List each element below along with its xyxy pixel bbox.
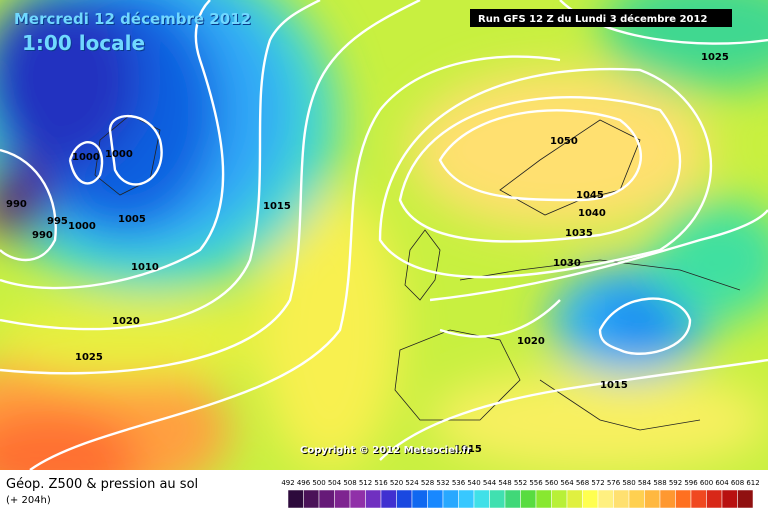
scale-swatch bbox=[442, 489, 459, 509]
scale-label: 544 bbox=[483, 479, 497, 487]
scale-swatch bbox=[473, 489, 490, 509]
isobar-label: 990 bbox=[32, 230, 53, 241]
scale-swatch bbox=[675, 489, 692, 509]
isobar-label: 995 bbox=[47, 216, 68, 227]
time: 1:00 locale bbox=[22, 31, 145, 55]
scale-swatch bbox=[535, 489, 552, 509]
scale-label: 584 bbox=[638, 479, 652, 487]
isobar-label: 1000 bbox=[72, 152, 100, 163]
scale-swatch bbox=[551, 489, 568, 509]
scale-label: 512 bbox=[359, 479, 372, 487]
scale-swatch bbox=[628, 489, 645, 509]
isobar-label: 1035 bbox=[565, 228, 593, 239]
scale-swatch bbox=[489, 489, 506, 509]
footer-title: Géop. Z500 & pression au sol bbox=[6, 477, 198, 492]
scale-swatch bbox=[287, 489, 304, 509]
scale-label: 492 bbox=[281, 479, 294, 487]
scale-label: 552 bbox=[514, 479, 527, 487]
time-shadow: 1:00 locale bbox=[23, 32, 146, 56]
isobar-label: 990 bbox=[6, 199, 27, 210]
scale-swatch bbox=[303, 489, 320, 509]
scale-label: 508 bbox=[343, 479, 356, 487]
color-scale: 492 496 500 504 508 512 516 520 524 528 532 536 540 5… bbox=[281, 479, 760, 509]
scale-label: 556 bbox=[529, 479, 543, 487]
scale-label: 532 bbox=[436, 479, 449, 487]
isobars bbox=[0, 0, 768, 461]
scale-label: 496 bbox=[297, 479, 311, 487]
scale-swatch bbox=[365, 489, 382, 509]
footer-lead: (+ 204h) bbox=[6, 495, 51, 506]
run-banner bbox=[470, 9, 732, 27]
date: Mercredi 12 décembre 2012 bbox=[14, 10, 251, 28]
scale-label: 572 bbox=[591, 479, 604, 487]
isobar-label: 1000 bbox=[105, 149, 133, 160]
date-shadow: Mercredi 12 décembre 2012 bbox=[15, 11, 252, 29]
scale-label: 504 bbox=[328, 479, 342, 487]
scale-label: 528 bbox=[421, 479, 434, 487]
scale-swatch bbox=[659, 489, 676, 509]
scale-swatch bbox=[644, 489, 661, 509]
scale-swatch bbox=[721, 489, 738, 509]
scale-label: 548 bbox=[498, 479, 511, 487]
scale-label: 580 bbox=[622, 479, 635, 487]
scale-label: 588 bbox=[653, 479, 666, 487]
isobar-label: 1025 bbox=[701, 52, 729, 63]
coastlines bbox=[94, 114, 741, 431]
scale-label: 520 bbox=[390, 479, 403, 487]
scale-swatch bbox=[458, 489, 475, 509]
isobar-label: 1015 bbox=[600, 380, 628, 391]
scale-swatch bbox=[334, 489, 351, 509]
isobar-label: 1030 bbox=[553, 258, 581, 269]
scale-label: 564 bbox=[560, 479, 574, 487]
isobar-label: 1010 bbox=[131, 262, 159, 273]
scale-label: 600 bbox=[700, 479, 713, 487]
isobar-label: 1000 bbox=[68, 221, 96, 232]
scale-label: 592 bbox=[669, 479, 682, 487]
isobar-label: 1025 bbox=[75, 352, 103, 363]
isobar-label: 1020 bbox=[112, 316, 140, 327]
scale-label: 612 bbox=[746, 479, 759, 487]
scale-swatch bbox=[504, 489, 521, 509]
scale-swatch bbox=[582, 489, 599, 509]
scale-swatch bbox=[613, 489, 630, 509]
scale-label: 536 bbox=[452, 479, 466, 487]
scale-swatch bbox=[380, 489, 397, 509]
scale-swatch bbox=[520, 489, 537, 509]
scale-label: 604 bbox=[715, 479, 729, 487]
isobar-label: 1045 bbox=[576, 190, 604, 201]
scale-label: 560 bbox=[545, 479, 558, 487]
copyright: Copyright © 2012 Meteociel.fr bbox=[300, 445, 471, 456]
scale-swatch bbox=[597, 489, 614, 509]
scale-swatch bbox=[737, 489, 754, 509]
scale-label: 576 bbox=[607, 479, 621, 487]
isobar-label: 1040 bbox=[578, 208, 606, 219]
isobar-label: 1015 bbox=[263, 201, 291, 212]
isobar-label: 1015 bbox=[454, 444, 482, 455]
isobar-label: 1005 bbox=[118, 214, 146, 225]
scale-swatch bbox=[411, 489, 428, 509]
scale-label: 524 bbox=[405, 479, 419, 487]
scale-swatch bbox=[396, 489, 413, 509]
scale-swatch bbox=[318, 489, 335, 509]
scale-label: 568 bbox=[576, 479, 589, 487]
scale-label: 500 bbox=[312, 479, 325, 487]
scale-label: 596 bbox=[684, 479, 698, 487]
scale-swatch bbox=[706, 489, 723, 509]
scale-swatch bbox=[566, 489, 583, 509]
isobar-label: 1050 bbox=[550, 136, 578, 147]
scale-swatch bbox=[349, 489, 366, 509]
scale-swatch bbox=[427, 489, 444, 509]
copyright-shadow: Copyright © 2012 Meteociel.fr bbox=[301, 446, 472, 457]
isobar-label: 1020 bbox=[517, 336, 545, 347]
scale-label: 516 bbox=[374, 479, 388, 487]
scale-swatch bbox=[690, 489, 707, 509]
scale-label: 608 bbox=[731, 479, 744, 487]
run-info: Run GFS 12 Z du Lundi 3 décembre 2012 bbox=[478, 13, 707, 25]
scale-label: 540 bbox=[467, 479, 480, 487]
